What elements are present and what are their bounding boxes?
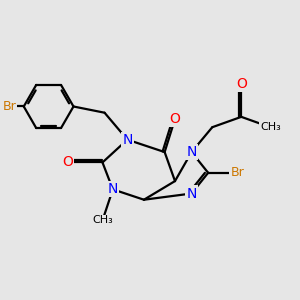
Text: O: O [169,112,180,126]
Text: N: N [186,145,197,159]
Text: CH₃: CH₃ [92,215,113,225]
Text: N: N [186,187,197,200]
Text: Br: Br [230,166,244,179]
Text: O: O [62,155,73,170]
Text: N: N [122,133,133,147]
Text: Br: Br [2,100,16,113]
Text: N: N [108,182,118,197]
Text: CH₃: CH₃ [260,122,281,132]
Text: O: O [236,77,247,91]
